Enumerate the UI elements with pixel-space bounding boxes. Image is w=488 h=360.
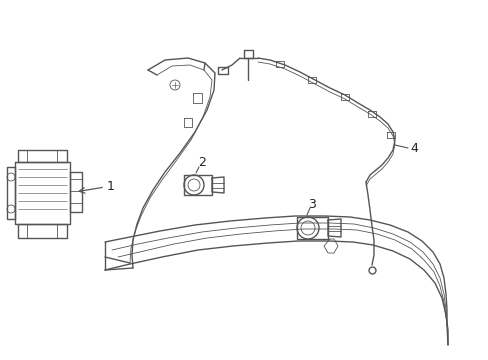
Text: 2: 2: [198, 157, 205, 170]
Text: 3: 3: [307, 198, 315, 211]
Text: 1: 1: [107, 180, 115, 193]
Text: 4: 4: [409, 141, 417, 154]
